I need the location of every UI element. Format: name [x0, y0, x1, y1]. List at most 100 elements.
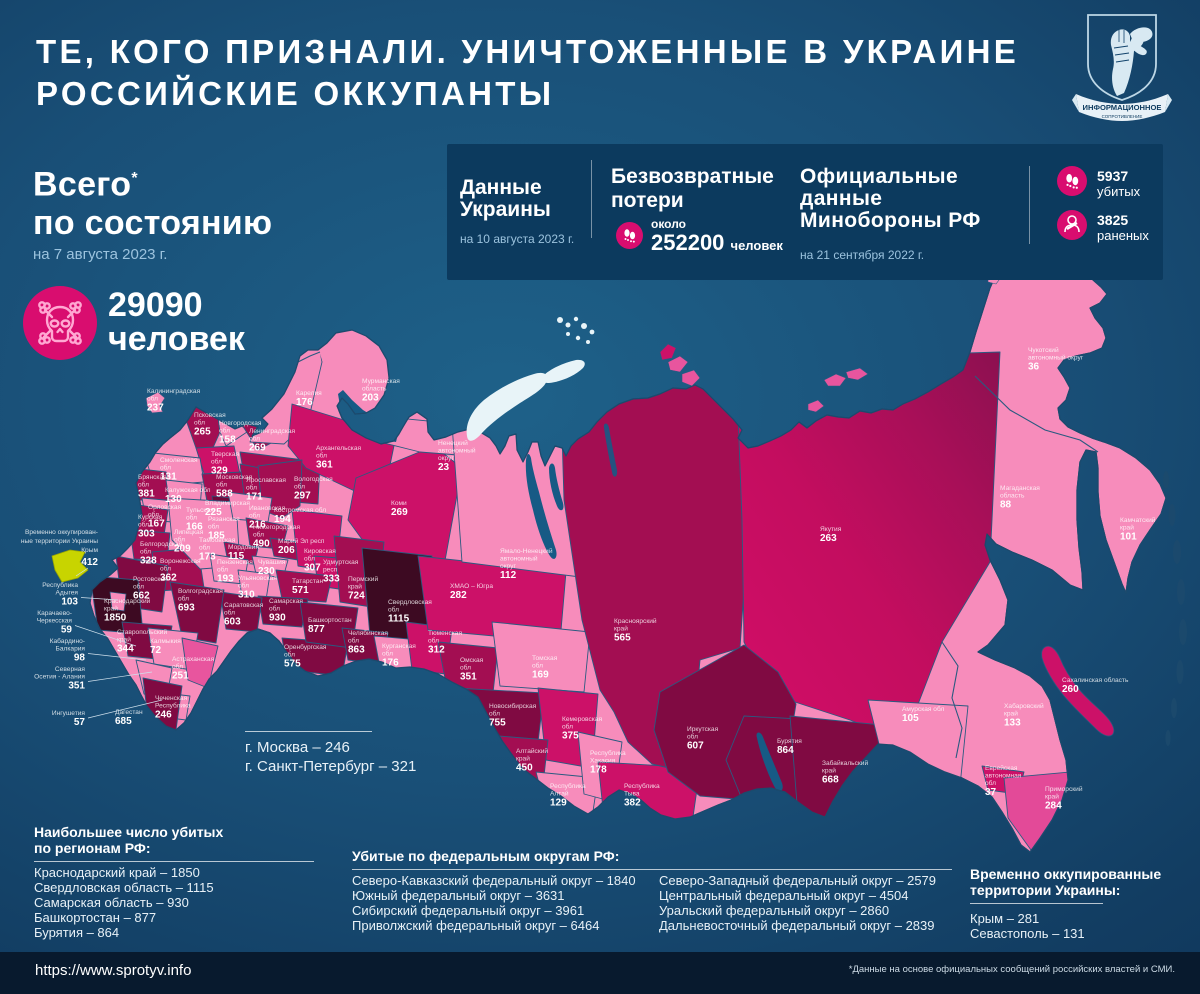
svg-text:328: 328	[140, 556, 157, 567]
svg-text:Бурятия: Бурятия	[777, 738, 802, 745]
svg-text:282: 282	[450, 590, 467, 601]
svg-text:98: 98	[74, 653, 86, 664]
svg-text:251: 251	[172, 671, 189, 682]
svg-text:36: 36	[1028, 362, 1040, 373]
svg-text:382: 382	[624, 798, 641, 809]
svg-text:158: 158	[219, 435, 236, 446]
svg-text:333: 333	[323, 574, 340, 585]
svg-text:930: 930	[269, 613, 286, 624]
svg-text:297: 297	[294, 491, 311, 502]
svg-text:Татарстан: Татарстан	[292, 578, 323, 585]
svg-text:37: 37	[985, 787, 997, 798]
svg-text:685: 685	[115, 716, 132, 727]
svg-text:Амурская обл: Амурская обл	[902, 705, 944, 713]
svg-text:Костромская обл: Костромская обл	[274, 506, 326, 514]
svg-text:176: 176	[296, 397, 313, 408]
svg-text:СОПРОТИВЛЕНИЕ: СОПРОТИВЛЕНИЕ	[1102, 114, 1143, 119]
svg-text:1115: 1115	[388, 614, 410, 625]
svg-text:1850: 1850	[104, 613, 127, 624]
svg-text:412: 412	[81, 557, 98, 568]
svg-text:265: 265	[194, 427, 211, 438]
svg-text:381: 381	[138, 489, 155, 500]
svg-text:863: 863	[348, 645, 365, 656]
svg-text:603: 603	[224, 617, 241, 628]
svg-text:Карелия: Карелия	[296, 390, 322, 397]
svg-text:755: 755	[489, 718, 506, 729]
svg-text:Марий Эл респ: Марий Эл респ	[278, 537, 325, 545]
svg-text:724: 724	[348, 591, 365, 602]
svg-text:Карачаево-Черкесская: Карачаево-Черкесская	[37, 610, 73, 625]
svg-text:167: 167	[148, 519, 165, 530]
svg-text:571: 571	[292, 585, 309, 596]
svg-text:Кабардино-Балкария: Кабардино-Балкария	[50, 637, 86, 653]
svg-text:133: 133	[1004, 718, 1021, 729]
svg-text:565: 565	[614, 633, 631, 644]
svg-text:237: 237	[147, 403, 164, 414]
svg-text:Якутия: Якутия	[820, 526, 842, 533]
svg-text:284: 284	[1045, 801, 1062, 812]
svg-text:362: 362	[160, 573, 177, 584]
svg-text:Владимирская: Владимирская	[205, 500, 250, 507]
svg-text:263: 263	[820, 533, 837, 544]
svg-text:ХМАО – Югра: ХМАО – Югра	[450, 583, 493, 590]
svg-text:23: 23	[438, 462, 450, 473]
svg-text:169: 169	[532, 670, 549, 681]
svg-text:351: 351	[460, 672, 477, 683]
svg-text:607: 607	[687, 741, 704, 752]
svg-text:115: 115	[228, 551, 245, 562]
svg-text:230: 230	[258, 566, 275, 577]
svg-text:209: 209	[174, 544, 191, 555]
svg-text:131: 131	[160, 472, 177, 483]
svg-text:178: 178	[590, 765, 607, 776]
svg-text:662: 662	[133, 591, 150, 602]
svg-text:344: 344	[117, 644, 134, 655]
svg-text:ИНФОРМАЦИОННОЕ: ИНФОРМАЦИОННОЕ	[1083, 103, 1162, 112]
svg-text:101: 101	[1120, 532, 1137, 543]
svg-text:185: 185	[208, 531, 225, 542]
svg-text:310: 310	[238, 590, 255, 601]
svg-text:Сахалинская область: Сахалинская область	[1062, 676, 1129, 684]
svg-text:Башкортостан: Башкортостан	[308, 617, 352, 624]
svg-text:88: 88	[1000, 500, 1012, 511]
